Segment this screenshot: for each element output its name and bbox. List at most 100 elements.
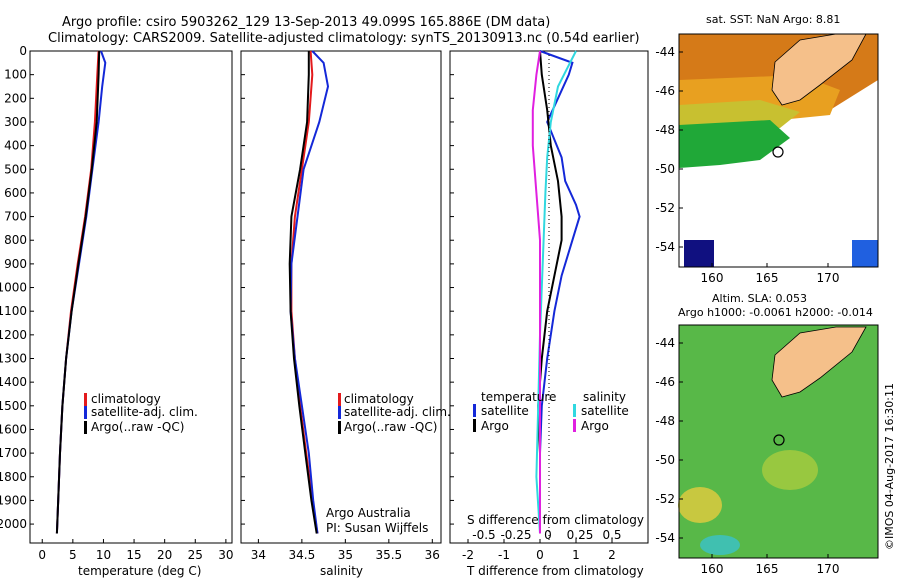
series-line-climatology	[290, 50, 319, 534]
lon-tick-label: 165	[756, 562, 779, 576]
x-tick-label: 10	[96, 548, 111, 562]
lon-tick-label: 160	[701, 271, 724, 285]
s-tick-label: 0.25	[567, 528, 594, 542]
salinity-xlabel: salinity	[320, 564, 363, 578]
lat-tick-label: -52	[655, 201, 675, 215]
y-tick-label: 200	[4, 91, 27, 105]
s-difference-label: S difference from climatology	[467, 513, 644, 527]
legend-swatch-s-satellite	[573, 404, 576, 417]
x-tick-label: 35	[338, 548, 353, 562]
x-tick-label: -2	[462, 548, 474, 562]
legend-swatch-argo	[338, 421, 341, 434]
x-tick-label: 2	[608, 548, 616, 562]
lat-tick-label: -48	[655, 414, 675, 428]
x-tick-label: 15	[126, 548, 141, 562]
y-tick-label: 0	[19, 44, 27, 58]
x-tick-label: 1	[572, 548, 580, 562]
x-tick-label: 35.5	[375, 548, 402, 562]
y-tick-label: 1600	[0, 422, 27, 436]
lat-tick-label: -54	[655, 240, 675, 254]
series-line-argo	[55, 50, 101, 534]
x-tick-label: 36	[425, 548, 440, 562]
legend-label-satellite: satellite-adj. clim.	[344, 405, 451, 419]
sla-yellow-patch	[678, 487, 722, 523]
legend-title-temperature: temperature	[481, 390, 556, 404]
sst-land-nz	[771, 33, 867, 106]
s-tick-label: -0.25	[500, 528, 531, 542]
legend-swatch-t-satellite	[473, 404, 476, 417]
y-tick-label: 600	[4, 186, 27, 200]
x-tick-label: -1	[498, 548, 510, 562]
y-tick-label: 1700	[0, 446, 27, 460]
x-tick-label: 0	[38, 548, 46, 562]
legend-label-climatology: climatology	[344, 392, 414, 406]
lat-tick-label: -54	[655, 531, 675, 545]
t-difference-xlabel: T difference from climatology	[466, 564, 644, 578]
legend-label-t-satellite: satellite	[481, 404, 529, 418]
x-tick-label: 30	[218, 548, 233, 562]
legend-title-salinity: salinity	[583, 390, 626, 404]
title-line-1: Argo profile: csiro 5903262_129 13-Sep-2…	[62, 15, 550, 30]
series-line-climatology	[55, 50, 100, 534]
credit-pi: PI: Susan Wijffels	[326, 521, 428, 535]
y-tick-label: 1400	[0, 375, 27, 389]
lat-tick-label: -52	[655, 492, 675, 506]
sla-cyan-patch	[700, 535, 740, 555]
y-tick-label: 400	[4, 139, 27, 153]
legend-label-s-satellite: satellite	[581, 404, 629, 418]
y-tick-label: 1800	[0, 470, 27, 484]
sst-blue-patch	[852, 240, 878, 267]
x-tick-label: 5	[69, 548, 77, 562]
legend-label-t-argo: Argo	[481, 419, 509, 433]
legend-swatch-climatology	[84, 393, 87, 406]
y-tick-label: 100	[4, 68, 27, 82]
legend-label-argo: Argo(..raw -QC)	[344, 420, 437, 434]
lat-tick-label: -46	[655, 84, 675, 98]
legend-swatch-t-argo	[473, 419, 476, 432]
sst-map: sat. SST: NaN Argo: 8.81 -44 -46 -48 -50 -52…	[655, 13, 879, 285]
y-tick-label: 1200	[0, 328, 27, 342]
y-tick-label: 900	[4, 257, 27, 271]
y-tick-label: 1100	[0, 304, 27, 318]
legend-swatch-satellite	[84, 406, 87, 419]
sst-navy-patch	[684, 240, 714, 267]
argo-location-marker	[773, 434, 785, 446]
legend-swatch-climatology	[338, 393, 341, 406]
y-tick-label: 1000	[0, 281, 27, 295]
x-tick-label: 0	[536, 548, 544, 562]
series-line-satellite-adj-clim-	[289, 50, 330, 534]
x-tick-label: 20	[157, 548, 172, 562]
y-tick-label: 800	[4, 233, 27, 247]
sla-map-title-2: Argo h1000: -0.0061 h2000: -0.014	[678, 306, 873, 319]
difference-panel: -2 -1 0 1 2 -0.5 -0.25 0 0.25 0.5 S difference fr…	[449, 50, 649, 578]
sla-yellow-patch	[762, 450, 818, 490]
series-line-t-satellite	[539, 50, 581, 534]
argo-location-marker	[772, 146, 784, 158]
legend-swatch-satellite	[338, 406, 341, 419]
y-tick-label: 1300	[0, 352, 27, 366]
y-tick-label: 300	[4, 115, 27, 129]
series-line-argo	[288, 51, 318, 534]
legend-label-climatology: climatology	[91, 392, 161, 406]
x-tick-label: 25	[188, 548, 203, 562]
sla-map: Altim. SLA: 0.053 Argo h1000: -0.0061 h2…	[655, 292, 879, 576]
y-tick-label: 1500	[0, 399, 27, 413]
credit-argo-australia: Argo Australia	[326, 506, 411, 520]
series-line-satellite-adj-clim-	[55, 50, 107, 534]
salinity-legend: climatology satellite-adj. clim. Argo(..…	[338, 392, 451, 434]
x-tick-label: 34.5	[289, 548, 316, 562]
lon-tick-label: 165	[756, 271, 779, 285]
y-tick-label: 2000	[0, 517, 27, 531]
legend-label-s-argo: Argo	[581, 419, 609, 433]
lon-tick-label: 170	[817, 562, 840, 576]
legend-label-argo: Argo(..raw -QC)	[91, 420, 184, 434]
title-line-2: Climatology: CARS2009. Satellite-adjuste…	[48, 31, 640, 46]
lat-tick-label: -44	[655, 45, 675, 59]
lat-tick-label: -44	[655, 336, 675, 350]
x-tick-label: 34	[251, 548, 266, 562]
sst-map-title: sat. SST: NaN Argo: 8.81	[706, 13, 840, 26]
legend-swatch-s-argo	[573, 419, 576, 432]
series-line-s-satellite	[535, 50, 577, 534]
salinity-panel: 34 34.5 35 35.5 36 salinity climatology sate…	[240, 50, 451, 578]
lat-tick-label: -46	[655, 375, 675, 389]
